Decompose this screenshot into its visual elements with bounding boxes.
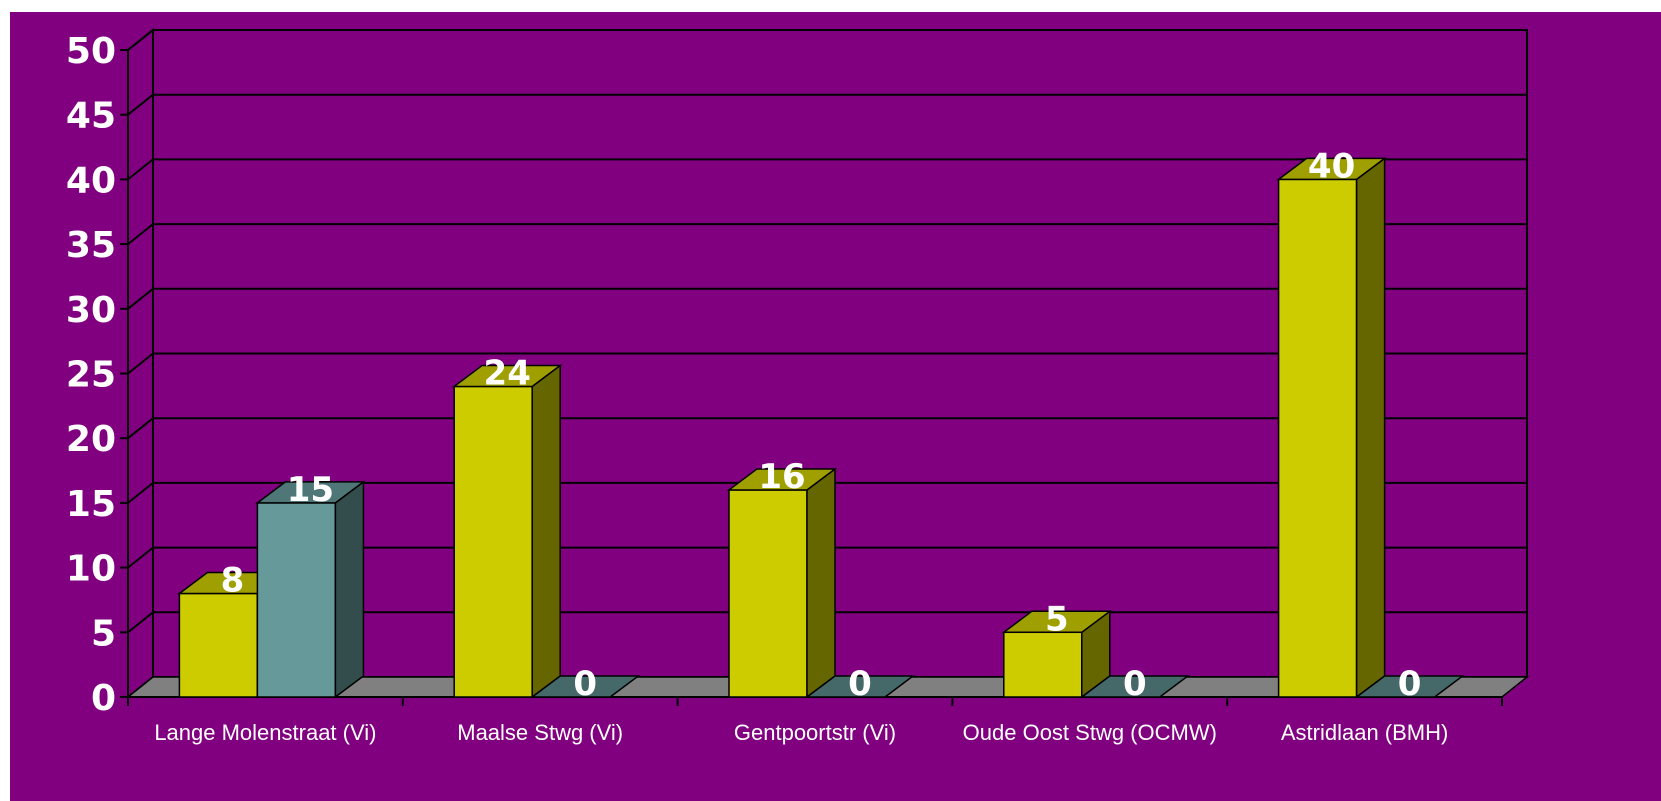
bar-top <box>726 468 838 491</box>
data-label: 0 <box>1123 664 1147 704</box>
bar-top <box>529 675 641 698</box>
y-tick-label: 50 <box>66 31 116 72</box>
y-tick-label: 45 <box>66 96 116 137</box>
y-tick-label: 0 <box>91 678 116 719</box>
bar-maalse-stwg-vi-series-1 <box>451 363 563 699</box>
bar-top <box>1276 157 1387 181</box>
bar-astridlaan-bmh-series-2 <box>1354 675 1465 698</box>
data-label: 15 <box>287 470 334 510</box>
bar-side <box>1355 156 1386 699</box>
y-tick-label: 20 <box>66 419 116 460</box>
bar-front <box>453 385 533 698</box>
bar-front <box>1003 631 1083 698</box>
bar-oude-oost-stwg-ocmw-series-2 <box>1079 675 1191 698</box>
bar-front <box>1277 178 1358 698</box>
bar-top <box>1079 675 1191 698</box>
gridline-side <box>127 417 154 439</box>
data-label: 0 <box>573 664 597 704</box>
y-tick-label: 35 <box>66 225 116 266</box>
data-label: 24 <box>484 353 531 393</box>
y-tick-label: 40 <box>66 160 116 201</box>
x-tick-label: Lange Molenstraat (Vi) <box>154 720 376 745</box>
bar-gentpoortstr-vi-series-1 <box>726 467 838 699</box>
bar-side <box>806 467 836 699</box>
bar-top <box>451 364 563 388</box>
bar-front <box>256 502 337 698</box>
chart-area: 0 5 10 15 20 25 30 35 40 45 50 8 15 Lange Molenstraat… <box>10 12 1661 801</box>
data-label: 0 <box>848 664 872 704</box>
bar-gentpoortstr-vi-series-2 <box>804 675 916 698</box>
y-tick-label: 10 <box>66 549 116 590</box>
bar-top <box>804 675 916 698</box>
data-label: 0 <box>1398 664 1422 704</box>
bar-top <box>1001 610 1113 634</box>
gridline-side <box>127 482 154 504</box>
data-label: 8 <box>221 560 245 600</box>
data-label: 40 <box>1308 146 1355 186</box>
gridline-side <box>127 352 154 375</box>
data-label: 5 <box>1045 599 1069 639</box>
x-tick-label: Astridlaan (BMH) <box>1281 720 1448 745</box>
bar-oude-oost-stwg-ocmw-series-1 <box>1001 609 1113 699</box>
gridline-side <box>127 223 154 245</box>
gridline-side <box>127 546 154 569</box>
gridline-side <box>127 611 154 634</box>
bar-front <box>178 592 259 698</box>
y-tick-label: 25 <box>66 355 116 396</box>
bar-astridlaan-bmh-series-1 <box>1276 156 1387 699</box>
gridline-side <box>127 288 154 310</box>
y-tick-label: 5 <box>91 613 116 654</box>
bar-side <box>531 363 561 699</box>
x-tick-label: Gentpoortstr (Vi) <box>734 720 896 745</box>
y-tick-label: 30 <box>66 290 116 331</box>
y-tick-label: 15 <box>66 484 116 525</box>
x-tick-label: Maalse Stwg (Vi) <box>457 720 623 745</box>
x-tick-label: Oude Oost Stwg (OCMW) <box>963 720 1217 745</box>
bar-maalse-stwg-vi-series-2 <box>529 675 641 698</box>
bar-front <box>728 489 808 698</box>
bar-side <box>334 480 365 699</box>
gridline-side <box>127 29 154 51</box>
bar-lange-molenstraat-vi-series-2 <box>255 480 366 699</box>
bar-top <box>1354 675 1465 698</box>
gridline-side <box>127 93 154 116</box>
data-label: 16 <box>758 457 805 497</box>
bars <box>177 156 1465 699</box>
bar-top <box>255 481 366 504</box>
gridline-side <box>127 158 154 181</box>
